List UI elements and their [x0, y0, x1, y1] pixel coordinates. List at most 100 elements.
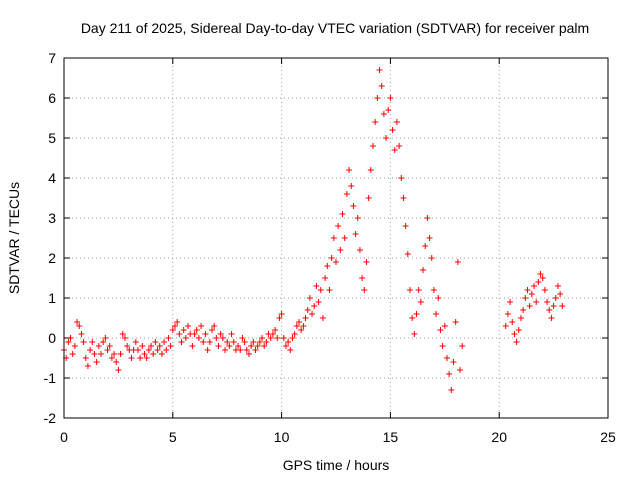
data-point: [546, 307, 553, 313]
data-series-sdtvar: [61, 67, 566, 393]
data-point: [282, 343, 289, 349]
data-point: [354, 215, 361, 221]
data-point: [435, 295, 442, 301]
data-point: [402, 223, 409, 229]
data-point: [104, 347, 111, 353]
data-point: [457, 367, 464, 373]
data-point: [169, 327, 176, 333]
data-point: [389, 127, 396, 133]
data-point: [537, 271, 544, 277]
data-point: [113, 359, 120, 365]
data-point: [276, 315, 283, 321]
data-point: [150, 351, 157, 357]
data-point: [311, 303, 318, 309]
data-point: [420, 267, 427, 273]
data-point: [426, 235, 433, 241]
data-point: [554, 283, 561, 289]
data-point: [106, 343, 113, 349]
data-point: [137, 355, 144, 361]
x-tick-label: 25: [600, 429, 616, 445]
data-point: [235, 343, 242, 349]
data-point: [189, 343, 196, 349]
y-tick-label: 1: [48, 290, 56, 306]
data-point: [254, 343, 261, 349]
data-point: [128, 355, 135, 361]
data-point: [531, 283, 538, 289]
data-point: [504, 311, 511, 317]
data-point: [346, 167, 353, 173]
data-point: [200, 339, 207, 345]
x-axis-label: GPS time / hours: [283, 457, 390, 473]
data-point: [202, 331, 209, 337]
data-point: [391, 147, 398, 153]
data-point: [143, 355, 150, 361]
data-point: [539, 275, 546, 281]
data-point: [278, 311, 285, 317]
x-tick-label: 5: [169, 429, 177, 445]
data-point: [180, 327, 187, 333]
data-point: [415, 287, 422, 293]
data-point: [330, 235, 337, 241]
data-point: [252, 347, 259, 353]
data-point: [69, 351, 76, 357]
data-point: [356, 247, 363, 253]
data-point: [552, 295, 559, 301]
data-point: [293, 323, 300, 329]
data-point: [274, 335, 281, 341]
data-point: [108, 355, 115, 361]
data-point: [333, 259, 339, 265]
data-point: [224, 339, 231, 345]
data-point: [433, 311, 440, 317]
data-point: [400, 195, 407, 201]
data-point: [185, 323, 192, 329]
data-point: [139, 343, 146, 349]
data-point: [317, 287, 324, 293]
data-point: [380, 111, 387, 117]
data-point: [111, 351, 118, 357]
data-point: [152, 339, 159, 345]
plot-frame: [63, 57, 609, 419]
data-point: [533, 299, 540, 305]
data-point: [243, 347, 250, 353]
x-tick-label: 0: [60, 429, 68, 445]
data-point: [263, 339, 270, 345]
y-tick-label: 4: [48, 170, 56, 186]
data-point: [339, 211, 346, 217]
data-point: [369, 143, 376, 149]
data-point: [383, 135, 390, 141]
data-point: [250, 339, 257, 345]
x-tick-label: 15: [383, 429, 399, 445]
data-point: [298, 327, 305, 333]
data-point: [515, 327, 522, 333]
data-point: [256, 339, 263, 345]
data-point: [76, 323, 83, 329]
data-point: [441, 323, 448, 329]
data-point: [296, 319, 303, 325]
y-tick-label: -2: [44, 410, 57, 426]
data-point: [550, 303, 557, 309]
data-point: [544, 299, 551, 305]
data-point: [291, 331, 298, 337]
data-point: [363, 259, 370, 265]
data-point: [361, 287, 368, 293]
data-point: [261, 343, 268, 349]
data-point: [74, 319, 81, 325]
data-point: [245, 351, 252, 357]
data-point: [452, 319, 459, 325]
data-point: [326, 287, 333, 293]
x-tick-label: 20: [491, 429, 507, 445]
x-axis-ticks: 0 5 10 15 20 25: [60, 58, 616, 445]
data-point: [80, 339, 87, 345]
data-point: [93, 359, 100, 365]
data-point: [304, 307, 311, 313]
data-point: [124, 343, 131, 349]
data-point: [248, 343, 255, 349]
data-point: [446, 371, 453, 377]
data-point: [89, 339, 96, 345]
data-point: [309, 311, 316, 317]
data-point: [404, 251, 411, 257]
data-point: [230, 339, 237, 345]
data-point: [517, 315, 524, 321]
data-point: [541, 287, 548, 293]
data-point: [97, 351, 104, 357]
